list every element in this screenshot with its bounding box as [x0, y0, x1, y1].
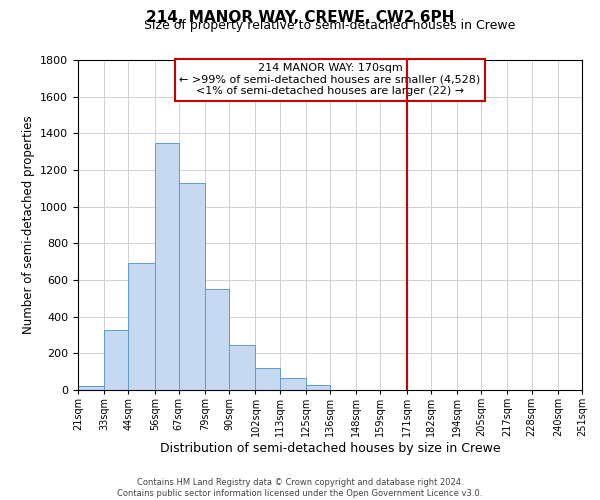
- Bar: [78, 386, 104, 390]
- Bar: [155, 144, 179, 390]
- X-axis label: Distribution of semi-detached houses by size in Crewe: Distribution of semi-detached houses by …: [160, 442, 500, 455]
- Title: Size of property relative to semi-detached houses in Crewe: Size of property relative to semi-detach…: [145, 20, 515, 32]
- Bar: [280, 378, 306, 390]
- Bar: [205, 289, 229, 390]
- Text: Contains HM Land Registry data © Crown copyright and database right 2024.
Contai: Contains HM Land Registry data © Crown c…: [118, 478, 482, 498]
- Text: 214 MANOR WAY: 170sqm
← >99% of semi-detached houses are smaller (4,528)
<1% of : 214 MANOR WAY: 170sqm ← >99% of semi-det…: [179, 64, 481, 96]
- Bar: [256, 368, 280, 390]
- Bar: [128, 262, 155, 390]
- Text: 214, MANOR WAY, CREWE, CW2 6PH: 214, MANOR WAY, CREWE, CW2 6PH: [146, 10, 454, 25]
- Bar: [306, 386, 330, 390]
- Bar: [104, 330, 128, 390]
- Bar: [179, 183, 205, 390]
- Y-axis label: Number of semi-detached properties: Number of semi-detached properties: [22, 116, 35, 334]
- Bar: [229, 345, 256, 390]
